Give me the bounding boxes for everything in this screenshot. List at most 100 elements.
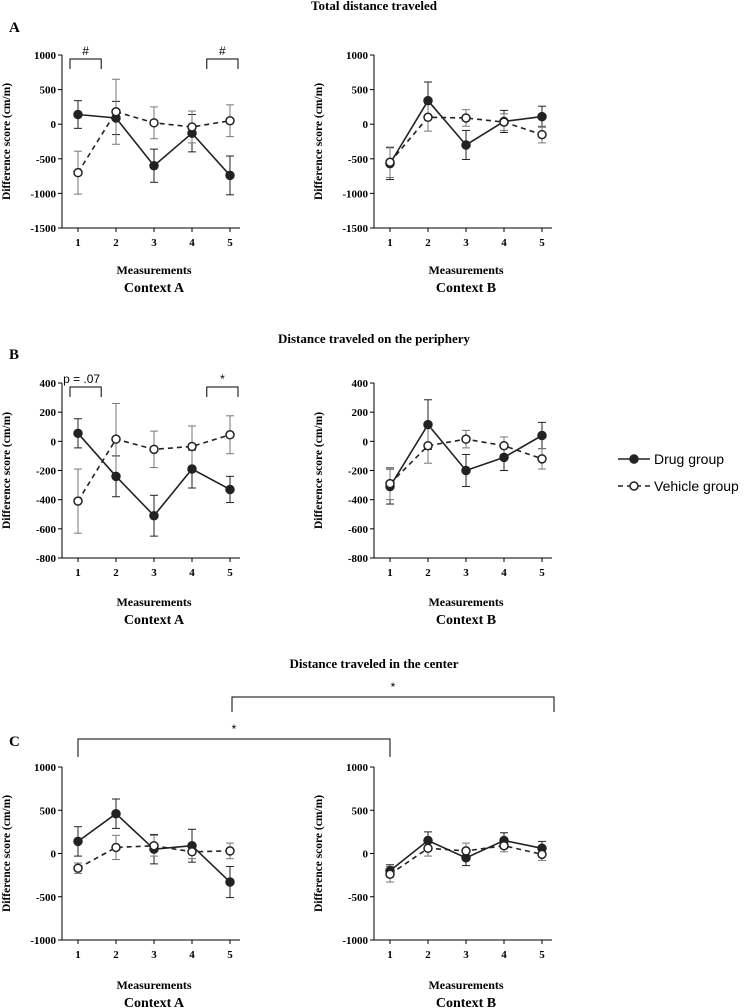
x-tick-label: 1 [387,567,393,579]
point-vehicle [111,842,121,853]
x-tick-label: 5 [227,567,233,579]
y-axis-label: Difference score (cm/m) [1,412,13,529]
x-tick-label: 4 [501,567,507,579]
x-tick-label: 5 [539,567,545,579]
y-tick-label: 0 [363,119,369,131]
x-tick-label: 2 [425,567,431,579]
panel-title-A: Total distance traveled [311,0,438,13]
y-tick-label: 1000 [34,50,57,62]
legend: Drug group Vehicle group [618,451,739,494]
point-vehicle [73,863,83,873]
point-drug [73,428,83,439]
x-tick-label: 3 [151,237,157,249]
x-axis-label: Measurements [116,595,191,609]
x-tick-label: 2 [425,949,431,961]
significance-label: # [82,44,89,58]
point-drug [423,419,433,430]
y-tick-label: 400 [40,378,57,390]
y-axis-label: Difference score (cm/m) [313,795,325,912]
y-tick-label: -400 [36,495,57,507]
y-axis-label: Difference score (cm/m) [313,83,325,200]
plot-B-1: 400 200 0 -200 -400 -600 -800 Difference score … [1,372,240,628]
y-tick-label: -500 [348,892,369,904]
x-tick-label: 2 [425,237,431,249]
x-tick-label: 4 [189,567,195,579]
x-axis-label: Measurements [116,978,191,992]
y-tick-label: -600 [348,524,369,536]
x-tick-label: 1 [387,237,393,249]
point-vehicle [149,840,159,851]
point-drug [111,471,121,482]
x-tick-label: 2 [113,567,119,579]
point-vehicle [461,113,471,123]
x-axis-label: Measurements [428,978,503,992]
cross-significance-bracket [77,738,391,757]
y-tick-label: 0 [51,436,57,448]
x-tick-label: 3 [463,237,469,249]
context-label: Context B [436,281,496,296]
cross-significance-label: * [232,722,237,736]
significance-label: * [220,372,225,386]
x-axis-label: Measurements [116,263,191,277]
y-tick-label: -400 [348,495,369,507]
y-tick-label: -200 [36,466,57,478]
point-vehicle [187,847,197,857]
x-tick-label: 3 [151,949,157,961]
x-tick-label: 3 [151,567,157,579]
panel-label-A: A [9,20,20,36]
y-tick-label: -600 [36,524,57,536]
x-tick-label: 2 [113,237,119,249]
point-vehicle [225,115,235,126]
plot-B-2: 400 200 0 -200 -400 -600 -800 Difference score … [313,378,552,628]
y-tick-label: 500 [352,805,369,817]
plot-C-2: 1000 500 0 -500 -1000 Difference score (cm/m)… [313,762,552,1008]
point-vehicle [225,430,235,440]
point-vehicle [423,843,433,854]
point-drug [73,836,83,847]
point-drug [537,111,547,122]
x-tick-label: 4 [189,949,195,961]
plot-C-1: 1000 500 0 -500 -1000 Difference score (cm/m)… [1,762,240,1008]
y-tick-label: 0 [51,849,57,861]
x-tick-label: 5 [539,237,545,249]
significance-bracket [206,386,239,397]
context-label: Context B [436,613,496,628]
point-drug [149,510,159,521]
point-drug [423,835,433,846]
point-vehicle [149,118,159,128]
y-tick-label: -800 [36,553,57,565]
point-vehicle [423,112,433,123]
point-vehicle [385,157,395,168]
point-vehicle [537,129,547,140]
significance-bracket [69,58,102,69]
y-tick-label: 0 [363,849,369,861]
legend-marker-drug [629,454,639,464]
y-tick-label: 500 [352,85,369,97]
panel-label-C: C [9,734,20,750]
point-vehicle [423,440,433,451]
point-vehicle [537,454,547,464]
point-drug [461,465,471,476]
x-tick-label: 4 [501,237,507,249]
panel-title-B: Distance traveled on the periphery [278,331,471,346]
y-tick-label: -1000 [30,188,56,200]
point-drug [225,877,235,887]
y-tick-label: -800 [348,553,369,565]
significance-bracket [206,58,239,69]
significance-bracket [69,386,102,397]
point-vehicle [385,869,395,880]
point-drug [423,95,433,106]
y-tick-label: 1000 [346,762,369,774]
legend-label-vehicle: Vehicle group [654,478,739,494]
x-tick-label: 1 [75,949,81,961]
point-vehicle [537,849,547,860]
y-tick-label: -500 [36,154,57,166]
y-tick-label: 1000 [346,50,369,62]
x-axis-label: Measurements [428,595,503,609]
x-tick-label: 4 [501,949,507,961]
point-vehicle [149,444,159,455]
context-label: Context A [124,996,185,1008]
point-drug [187,464,197,474]
point-vehicle [461,846,471,856]
point-vehicle [499,117,509,127]
